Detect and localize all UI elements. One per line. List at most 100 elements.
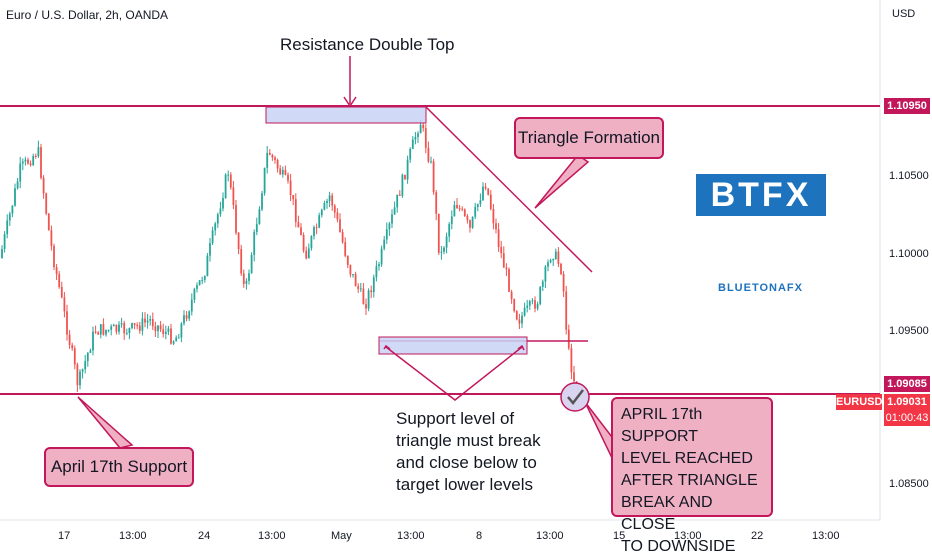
candle-body: [328, 195, 331, 201]
triangle-base-box[interactable]: [378, 336, 528, 355]
candle-body: [359, 288, 362, 290]
candle-body: [336, 212, 339, 220]
candle-body: [149, 318, 152, 321]
candle-body: [94, 331, 97, 333]
candle-body: [463, 209, 466, 216]
candle-body: [151, 318, 154, 327]
candle-body: [229, 174, 232, 188]
candle-body: [487, 188, 490, 195]
support-break-arrows: [385, 346, 523, 401]
candle-body: [573, 372, 575, 382]
double-top-box[interactable]: [265, 106, 427, 124]
resistance-arrowhead: [343, 96, 357, 108]
symbol-price-tag: EURUSD: [836, 394, 883, 410]
candle-body: [357, 286, 360, 290]
price-tick: 1.09500: [889, 325, 929, 337]
candle-body: [302, 235, 305, 251]
symbol-title[interactable]: Euro / U.S. Dollar, 2h, OANDA: [6, 8, 169, 22]
candle-body: [560, 263, 562, 274]
candle-body: [383, 239, 386, 249]
candle-body: [89, 350, 92, 353]
callout-line: TO DOWNSIDE: [621, 538, 736, 555]
price-tick: 1.08500: [889, 478, 929, 490]
candle-body: [406, 159, 409, 180]
candle-body: [307, 248, 310, 259]
candle-body: [110, 326, 113, 330]
candle-body: [422, 124, 425, 129]
target-callout[interactable]: APRIL 17th SUPPORT LEVEL REACHED AFTER T…: [611, 397, 773, 555]
candle-body: [237, 232, 240, 250]
candle-body: [466, 215, 469, 221]
candle-body: [411, 139, 414, 149]
triangle-callout[interactable]: Triangle Formation: [514, 117, 664, 159]
candle-body: [339, 219, 341, 232]
candle-body: [167, 328, 170, 332]
time-tick: 13:00: [397, 530, 425, 542]
candle-body: [162, 329, 165, 335]
candle-body: [378, 264, 380, 267]
candle-body: [105, 329, 107, 335]
candle-body: [497, 229, 500, 247]
candle-body: [201, 279, 204, 281]
candle-body: [430, 161, 432, 163]
candle-body: [508, 269, 510, 292]
candle-body: [71, 344, 74, 349]
candle-body: [146, 320, 149, 323]
time-tick: 24: [198, 530, 211, 542]
time-tick: 8: [476, 530, 483, 542]
support-callout[interactable]: April 17th Support: [44, 447, 194, 487]
candle-body: [79, 371, 81, 386]
time-tick: 15: [613, 530, 626, 542]
resistance-price-tag: 1.10950: [884, 98, 930, 114]
candle-body: [380, 248, 383, 265]
candle-body: [198, 280, 201, 286]
candle-body: [539, 286, 542, 305]
candle-body: [27, 159, 29, 164]
candle-body: [396, 194, 399, 208]
candle-body: [474, 206, 477, 217]
candle-body: [404, 174, 406, 180]
time-tick: 13:00: [674, 530, 702, 542]
candle-body: [419, 124, 422, 134]
note-line: Support level of: [396, 409, 515, 428]
candle-body: [125, 333, 128, 335]
candle-body: [362, 288, 365, 305]
bluetonafx-watermark: BLUETONAFX: [718, 282, 803, 294]
candle-body: [450, 216, 453, 225]
candle-body: [518, 319, 521, 324]
btfx-logo: BTFX: [696, 174, 826, 216]
triangle-trendline[interactable]: [424, 105, 593, 273]
candle-body: [190, 299, 193, 312]
candle-body: [409, 148, 412, 160]
candle-body: [461, 208, 464, 210]
candle-body: [138, 325, 141, 331]
candle-body: [313, 227, 315, 237]
candle-body: [84, 361, 87, 370]
candle-body: [261, 193, 263, 210]
time-tick: 13:00: [536, 530, 564, 542]
support-break-note: Support level of triangle must break and…: [396, 408, 541, 496]
candle-body: [266, 152, 269, 168]
candle-body: [175, 337, 178, 342]
candle-body: [521, 315, 523, 324]
candle-body: [183, 315, 185, 324]
candle-body: [245, 280, 248, 284]
candle-body: [19, 163, 22, 182]
candle-body: [505, 267, 508, 270]
candle-body: [333, 205, 336, 213]
candle-body: [318, 215, 321, 228]
target-circle[interactable]: [560, 382, 590, 412]
candle-body: [440, 251, 443, 253]
callout-line: APRIL 17th SUPPORT: [621, 406, 703, 445]
time-tick: 13:00: [119, 530, 147, 542]
candle-body: [562, 273, 565, 292]
callout-line: AFTER TRIANGLE: [621, 472, 758, 489]
candle-body: [222, 197, 224, 209]
candle-body: [40, 147, 42, 178]
candle-body: [235, 204, 237, 233]
candle-body: [1, 249, 3, 258]
candle-body: [193, 288, 196, 300]
candle-body: [349, 264, 352, 275]
candle-body: [279, 168, 282, 175]
